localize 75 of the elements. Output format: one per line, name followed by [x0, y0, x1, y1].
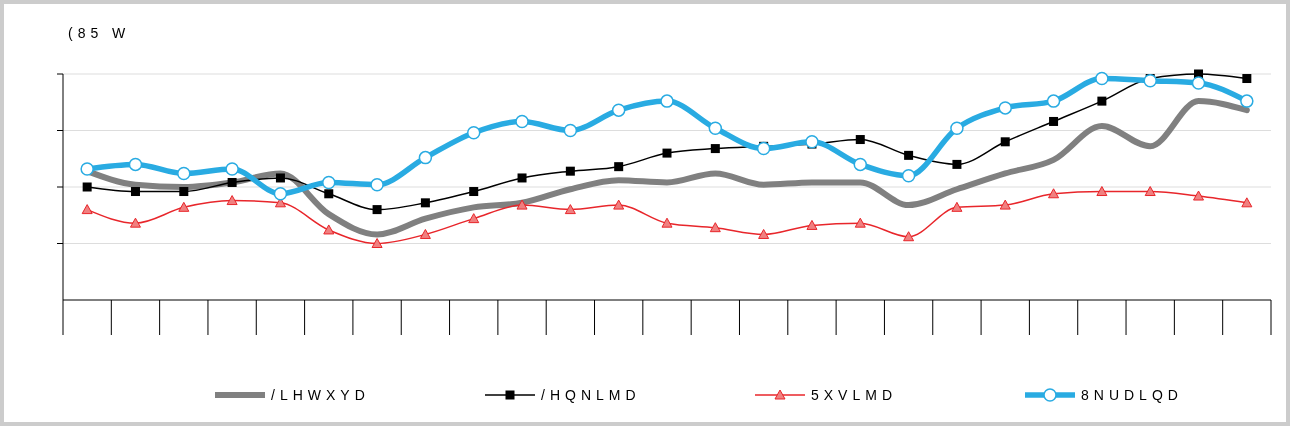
- point: [565, 166, 575, 176]
- point: [662, 148, 672, 158]
- point: [660, 94, 674, 108]
- point: [1240, 94, 1254, 108]
- point: [226, 195, 238, 206]
- y-axis-title: (85 W: [68, 25, 131, 41]
- point: [275, 173, 285, 183]
- legend-label: /HQNLMD: [541, 387, 641, 403]
- point: [419, 228, 431, 239]
- point: [81, 204, 93, 215]
- point: [614, 162, 624, 172]
- point: [370, 177, 384, 192]
- point: [82, 182, 92, 192]
- point: [130, 187, 140, 197]
- point: [1095, 71, 1109, 86]
- point: [855, 135, 865, 145]
- point: [805, 135, 819, 149]
- point: [1191, 76, 1206, 90]
- point: [1193, 190, 1205, 201]
- point: [998, 101, 1012, 115]
- point: [1000, 137, 1010, 147]
- legend-label: /LHWXYD: [271, 387, 370, 403]
- point: [1144, 186, 1156, 197]
- point: [418, 150, 433, 165]
- point: [756, 141, 771, 156]
- point: [129, 217, 141, 228]
- legend-label: 5XVLMD: [811, 387, 898, 403]
- point: [709, 222, 721, 233]
- point: [903, 231, 915, 242]
- point: [128, 157, 143, 172]
- point: [661, 217, 673, 228]
- point: [468, 213, 480, 224]
- point: [563, 123, 578, 138]
- point: [950, 121, 964, 135]
- point: [516, 199, 528, 210]
- point: [371, 238, 383, 248]
- point: [322, 175, 336, 190]
- point: [708, 121, 723, 135]
- legend-label: 8NUDLQD: [1081, 387, 1183, 403]
- point: [178, 201, 190, 212]
- point: [420, 198, 430, 208]
- point: [758, 228, 770, 239]
- point: [1143, 74, 1157, 88]
- point: [710, 144, 720, 154]
- point: [1096, 186, 1108, 197]
- point: [1046, 94, 1061, 108]
- point: [517, 173, 527, 183]
- point: [806, 219, 818, 230]
- point: [372, 205, 382, 215]
- point: [854, 217, 866, 228]
- point: [227, 177, 237, 187]
- point: [1241, 197, 1253, 208]
- point: [901, 168, 916, 183]
- point: [1097, 96, 1107, 106]
- point: [1049, 116, 1059, 126]
- point: [515, 114, 529, 129]
- point: [904, 150, 914, 160]
- point: [273, 187, 288, 201]
- point: [324, 189, 334, 199]
- point: [323, 224, 335, 235]
- point: [564, 204, 576, 215]
- point: [466, 126, 481, 140]
- point: [1242, 74, 1252, 84]
- point: [613, 199, 625, 210]
- point: [225, 162, 239, 176]
- point: [179, 187, 189, 197]
- point: [469, 187, 479, 197]
- point: [80, 162, 94, 176]
- point: [1048, 188, 1060, 199]
- point: [177, 166, 191, 181]
- point: [611, 103, 626, 117]
- point: [951, 201, 963, 212]
- point: [999, 199, 1011, 210]
- point: [952, 159, 962, 169]
- point: [853, 157, 868, 172]
